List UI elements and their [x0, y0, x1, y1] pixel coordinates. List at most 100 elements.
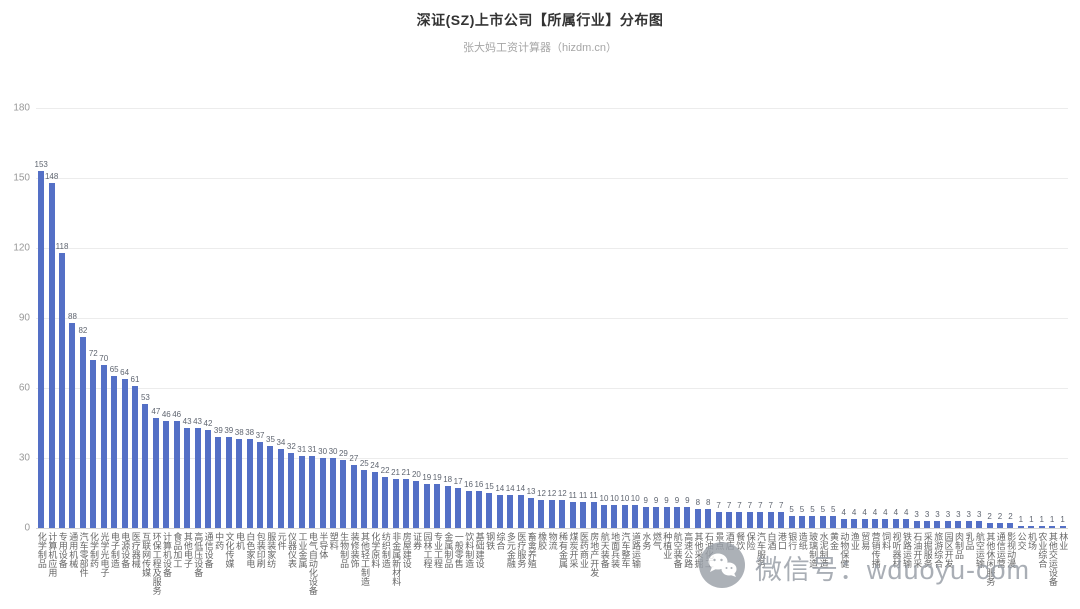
bar	[257, 441, 264, 528]
bar-slot: 31	[297, 108, 307, 528]
bar-slot: 1	[1026, 108, 1036, 528]
bar-value-label: 21	[401, 468, 411, 477]
bar-slot: 39	[213, 108, 223, 528]
x-category-label: 地面兵装	[610, 532, 621, 568]
bar-chart: 153 148 118 88 82 72 70 65 64 61 53 47 46 46 43 43 42 39 3…	[13, 103, 1068, 596]
bar	[799, 516, 805, 528]
bar	[642, 507, 649, 528]
bar	[402, 479, 409, 528]
bar	[1059, 525, 1066, 528]
bar	[455, 488, 462, 528]
bar-slot: 7	[713, 108, 723, 528]
bar-slot: 21	[401, 108, 411, 528]
x-category-label: 基础建设	[474, 532, 485, 568]
bar	[965, 521, 972, 528]
bar-value-label: 42	[203, 419, 213, 428]
x-category-label: 园林工程	[422, 532, 433, 568]
bar	[632, 504, 639, 528]
x-labels-row: 化学制品 计算机应用 专用设备 通用机械 汽车零部件 化学制药 光学光电子 电子制造 电源设备医…	[36, 532, 1068, 595]
x-category-label: 化学制品	[36, 532, 47, 568]
bar-slot: 5	[828, 108, 838, 528]
x-category-label: 石油化工	[703, 532, 714, 568]
x-category-label: 航天装备	[599, 532, 610, 568]
bar-value-label: 20	[411, 470, 421, 480]
bar-slot: 25	[359, 108, 369, 528]
bar-slot: 82	[78, 108, 88, 528]
bar	[507, 495, 514, 528]
bar-value-label: 4	[862, 507, 867, 517]
bar	[1049, 525, 1056, 528]
bar-slot: 30	[317, 108, 327, 528]
bar	[892, 518, 899, 528]
bar-value-label: 8	[695, 498, 701, 508]
bar-slot: 7	[734, 108, 744, 528]
x-category-label: 机场	[1027, 532, 1037, 550]
bar-value-label: 5	[789, 505, 794, 515]
bar-slot: 5	[786, 108, 796, 528]
bar-value-label: 72	[88, 349, 98, 358]
bar-value-label: 19	[422, 472, 432, 482]
bar-slot: 4	[859, 108, 869, 528]
bar-slot: 42	[203, 108, 213, 528]
x-category-label: 营销传播	[870, 532, 881, 568]
bar-value-label: 30	[328, 447, 338, 457]
bar-slot: 1	[1037, 108, 1047, 528]
bar	[1038, 525, 1045, 528]
bar	[913, 521, 920, 528]
y-tick-label: 60	[18, 382, 30, 394]
bar-slot: 7	[776, 108, 786, 528]
x-category-label: 港口	[776, 532, 787, 550]
x-category-label: 互联网传媒	[141, 532, 152, 577]
x-category-label: 畜禽养殖	[526, 532, 537, 568]
bar-value-label: 12	[547, 489, 557, 498]
x-category-label: 装修装饰	[349, 532, 360, 568]
bar-value-label: 25	[359, 458, 369, 468]
bar-value-label: 5	[831, 505, 836, 515]
x-category-label: 高速公路	[683, 532, 694, 568]
x-category-label: 电气自动化设备	[307, 532, 318, 595]
x-category-label: 生物制品	[339, 532, 350, 568]
bar-slot: 3	[932, 108, 942, 528]
bar	[663, 507, 670, 528]
bar-value-label: 37	[255, 430, 265, 440]
x-category-label: 玻璃制造	[808, 532, 819, 568]
chart-header: 深证(SZ)上市公司【所属行业】分布图 张大妈工资计算器（hizdm.cn）	[0, 0, 1080, 55]
x-category-label: 视听器材	[891, 532, 902, 568]
x-category-label: 化学制药	[89, 532, 100, 568]
bar-value-label: 64	[120, 367, 130, 377]
y-tick-label: 90	[18, 312, 30, 324]
bar-slot: 2	[984, 108, 994, 528]
gridline	[36, 247, 1068, 249]
bar-slot: 46	[171, 108, 181, 528]
x-category-label: 航空运输	[974, 532, 985, 568]
bar-slot: 24	[370, 108, 380, 528]
bar	[944, 521, 951, 528]
x-category-label: 计算机设备	[161, 532, 172, 577]
bar-value-label: 10	[599, 493, 609, 503]
bar	[851, 518, 858, 528]
bar	[392, 479, 399, 528]
x-category-label: 贸易	[860, 532, 871, 550]
bar	[444, 486, 451, 528]
bar-value-label: 4	[904, 507, 909, 517]
plot-area: 153 148 118 88 82 72 70 65 64 61 53 47 46 46 43 43 42 39 3…	[13, 103, 1068, 534]
x-category-label: 景点	[714, 532, 725, 550]
bar-value-label: 5	[799, 505, 805, 515]
bar-value-label: 12	[557, 489, 567, 498]
x-category-label: 动物保健	[839, 532, 850, 568]
bar	[340, 460, 347, 528]
bar	[496, 495, 503, 528]
bar	[59, 252, 66, 528]
bar-slot: 12	[547, 108, 557, 528]
x-category-label: 电子制造	[109, 532, 120, 568]
x-category-label: 医药商业	[578, 532, 589, 568]
bar-slot: 53	[140, 108, 150, 528]
bar	[382, 476, 389, 528]
x-category-label: 农业综合	[1037, 532, 1048, 568]
y-tick-label: 30	[18, 452, 30, 464]
bar-slot: 11	[578, 108, 588, 528]
chart-title: 深证(SZ)上市公司【所属行业】分布图	[416, 12, 664, 28]
bar-value-label: 7	[778, 500, 784, 510]
x-category-label: 保险	[745, 532, 756, 550]
bar-value-label: 9	[664, 496, 669, 505]
